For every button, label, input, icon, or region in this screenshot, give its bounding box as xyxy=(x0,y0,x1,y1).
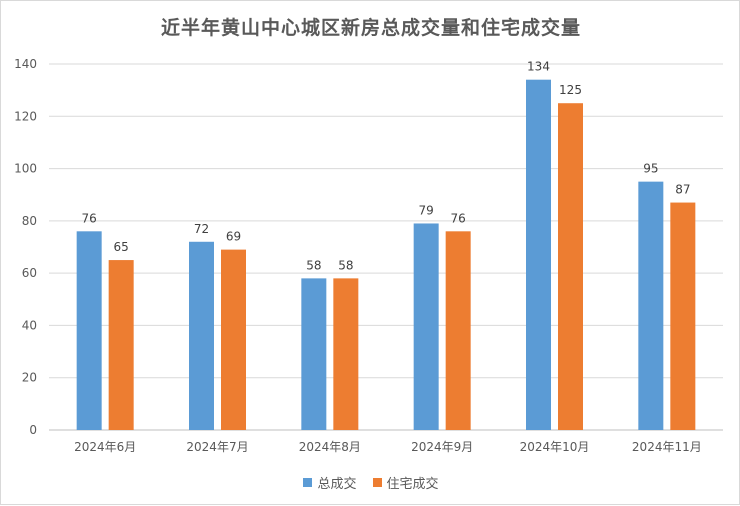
y-tick-label: 100 xyxy=(14,162,37,176)
chart-title: 近半年黄山中心城区新房总成交量和住宅成交量 xyxy=(160,17,581,39)
x-tick-label: 2024年10月 xyxy=(520,440,590,454)
x-tick-label: 2024年6月 xyxy=(74,440,136,454)
legend-swatch-residential xyxy=(372,478,382,487)
data-label: 69 xyxy=(226,230,241,244)
bar xyxy=(221,249,246,430)
data-label: 87 xyxy=(675,183,690,197)
bar xyxy=(526,79,551,430)
legend-label-total: 总成交 xyxy=(317,477,357,492)
bar xyxy=(301,278,327,430)
x-tick-label: 2024年9月 xyxy=(411,440,473,454)
legend-swatch-total xyxy=(303,478,313,487)
legend: 总成交 住宅成交 xyxy=(1,473,740,492)
x-tick-label: 2024年8月 xyxy=(299,440,361,454)
bar xyxy=(76,231,102,430)
y-tick-label: 20 xyxy=(22,371,37,385)
data-label: 65 xyxy=(114,240,129,254)
bar xyxy=(558,103,583,430)
y-tick-label: 40 xyxy=(22,318,37,332)
data-label: 79 xyxy=(419,203,434,217)
legend-label-residential: 住宅成交 xyxy=(386,477,439,492)
bar xyxy=(670,202,696,430)
data-label: 76 xyxy=(451,211,466,225)
data-label: 134 xyxy=(527,60,550,74)
bar xyxy=(638,181,664,430)
y-tick-label: 120 xyxy=(14,109,37,123)
data-label: 58 xyxy=(306,258,321,272)
bar xyxy=(333,278,359,430)
bar xyxy=(108,260,134,430)
data-label: 76 xyxy=(82,211,97,225)
data-label: 125 xyxy=(559,83,582,97)
legend-item-residential: 住宅成交 xyxy=(372,473,439,492)
bar xyxy=(413,223,439,430)
x-tick-label: 2024年7月 xyxy=(186,440,248,454)
y-tick-label: 80 xyxy=(22,214,37,228)
y-tick-label: 60 xyxy=(22,266,37,280)
legend-item-total: 总成交 xyxy=(303,473,357,492)
bar xyxy=(445,231,471,430)
y-tick-label: 0 xyxy=(29,423,37,437)
data-label: 72 xyxy=(194,222,209,236)
data-label: 95 xyxy=(643,162,658,176)
x-tick-label: 2024年11月 xyxy=(632,440,702,454)
bar xyxy=(189,241,214,430)
y-tick-label: 140 xyxy=(14,57,37,71)
data-label: 58 xyxy=(338,258,353,272)
